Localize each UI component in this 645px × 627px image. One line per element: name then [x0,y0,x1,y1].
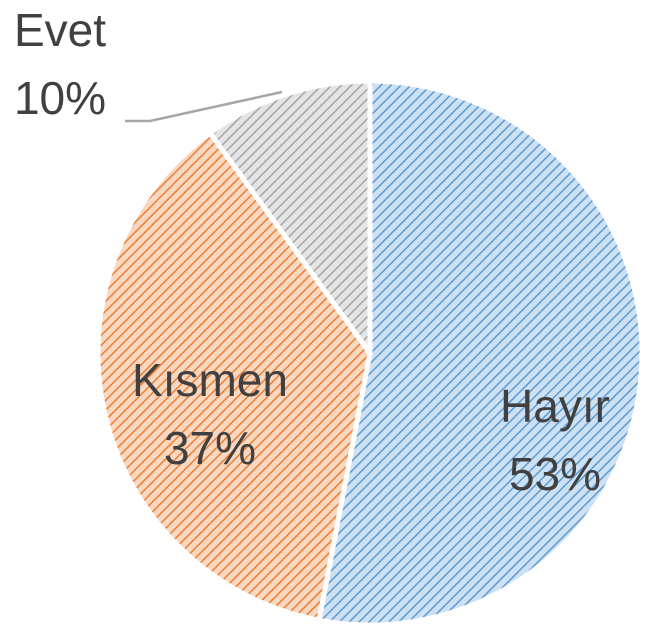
leader-line [125,90,283,123]
slices [95,78,645,627]
slice-category-label: Hayır [500,380,610,432]
slice-value-label: 53% [509,448,601,500]
slice-category-label: Kısmen [132,354,288,406]
pie-slice [207,78,373,356]
pie-slice [316,78,645,627]
pie-slice [95,130,373,623]
slice-value-label: 10% [14,72,106,124]
slice-category-label: Evet [14,4,106,56]
slice-value-label: 37% [164,422,256,474]
labels: Hayır 53% Kısmen 37% Evet 10% [14,4,610,500]
